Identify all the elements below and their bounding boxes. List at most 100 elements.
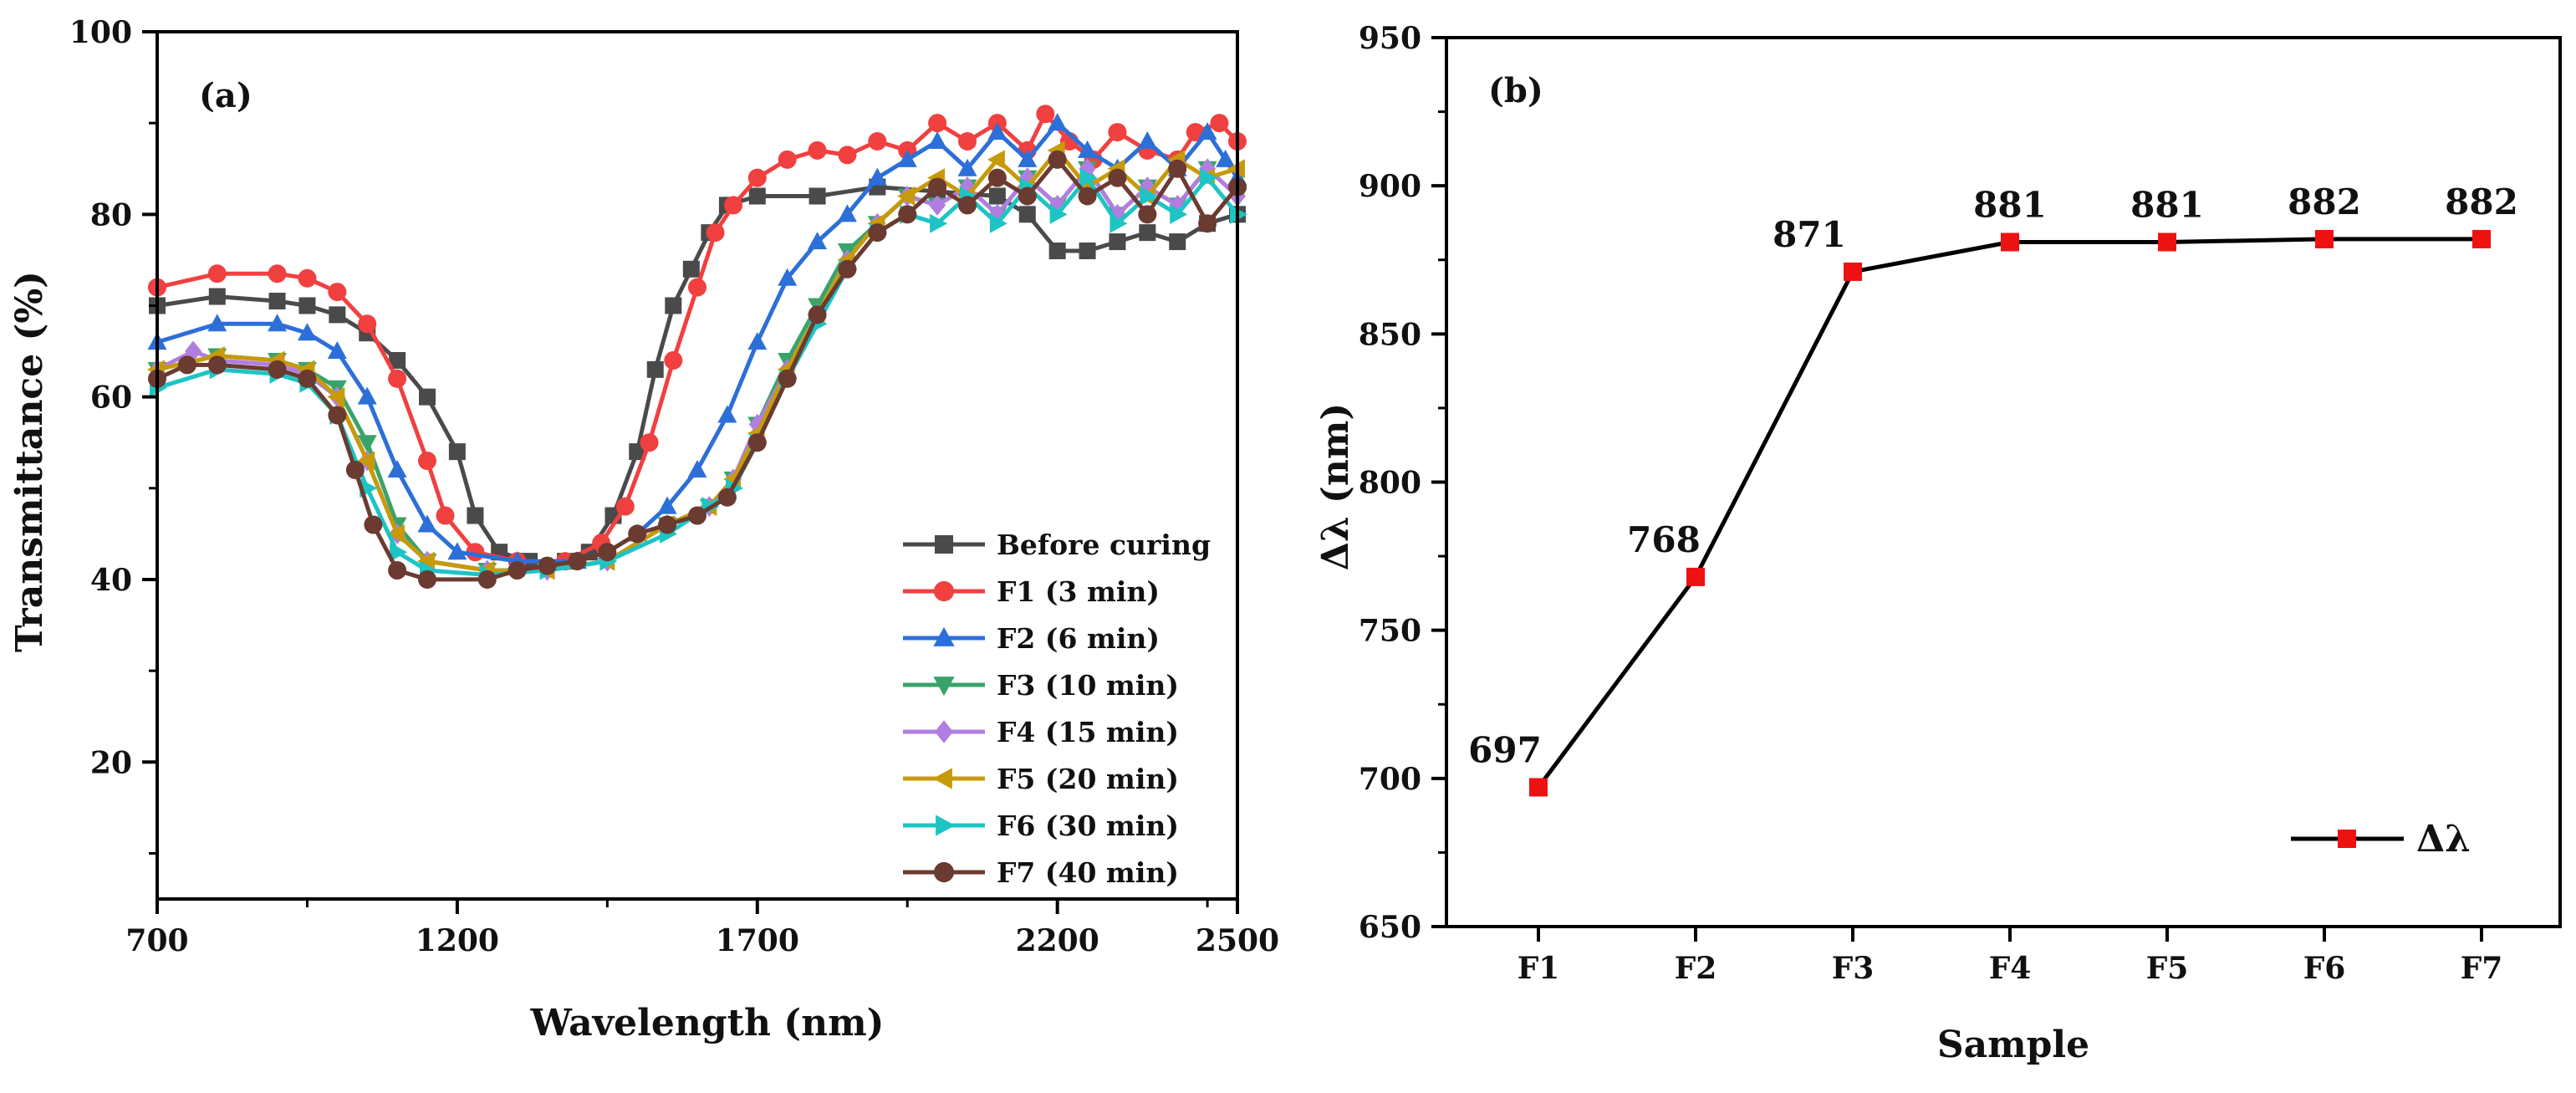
panel-b-delta-lambda-chart: 697 768 871 881 881 882 882 F1 F2 F3 F4 F5 F6 F7 650 7…	[1314, 21, 2562, 1066]
data-point	[837, 204, 857, 222]
panel-a-label: (a)	[199, 76, 252, 115]
data-point	[1048, 150, 1067, 169]
data-point	[665, 297, 682, 314]
legend-label: F5 (20 min)	[997, 763, 1179, 795]
data-point	[1109, 233, 1126, 251]
data-point	[929, 194, 946, 216]
data-point	[387, 459, 407, 478]
panel-a-series-area	[147, 105, 1247, 589]
data-point	[1844, 262, 1862, 281]
data-point	[388, 561, 407, 580]
x-tick-label: F7	[2461, 951, 2503, 986]
panel-b-y-axis-label: Δλ (nm)	[1314, 403, 1357, 571]
legend-entry: F5 (20 min)	[903, 763, 1179, 795]
data-point	[2158, 232, 2176, 252]
data-point	[207, 314, 227, 332]
data-point	[1139, 224, 1156, 242]
data-point	[417, 551, 435, 571]
data-point	[357, 435, 377, 453]
legend-label: Before curing	[997, 529, 1211, 561]
legend-label: F4 (15 min)	[997, 716, 1179, 748]
data-point	[898, 205, 917, 224]
panel-a-transmittance-chart: 700 1200 1700 2200 2500 20 40 60 80 100 (a) Wavel…	[8, 15, 1279, 1044]
data-point	[390, 542, 408, 562]
series-line	[156, 185, 1238, 564]
data-point	[298, 297, 316, 314]
panel-a-legend: Before curing F1 (3 min) F2 (6 min) F3 (10 …	[903, 529, 1211, 889]
legend-entry: F7 (40 min)	[903, 856, 1179, 889]
data-point	[628, 524, 647, 544]
y-tick-label: 20	[90, 745, 132, 780]
legend-label: F1 (3 min)	[997, 575, 1160, 608]
data-point	[1216, 149, 1236, 167]
data-point	[928, 177, 947, 197]
data-point	[1198, 214, 1217, 233]
data-point	[357, 451, 375, 471]
data-point	[568, 552, 587, 571]
legend-marker	[935, 720, 953, 743]
data-point	[958, 196, 977, 215]
data-point	[1109, 213, 1128, 233]
data-point	[957, 158, 977, 176]
legend-label: F7 (40 min)	[997, 856, 1179, 889]
data-label: 881	[2130, 184, 2204, 225]
legend-label: F6 (30 min)	[997, 810, 1179, 842]
data-point	[357, 386, 377, 405]
data-point	[1170, 204, 1188, 224]
data-point	[868, 223, 887, 243]
data-point	[1529, 778, 1548, 797]
series-line	[1536, 237, 2482, 789]
data-point	[706, 223, 725, 243]
series-1	[149, 178, 1246, 570]
data-point	[436, 506, 455, 525]
panel-b-x-axis-label: Sample	[1937, 1024, 2089, 1066]
data-point	[989, 213, 1007, 233]
data-point	[447, 542, 467, 560]
x-tick-label: F1	[1518, 951, 1560, 986]
data-point	[208, 288, 226, 305]
data-point	[1686, 567, 1705, 586]
data-point	[1048, 242, 1066, 259]
data-point	[838, 146, 857, 165]
data-point	[268, 314, 288, 332]
data-point	[658, 515, 677, 534]
data-point	[207, 355, 227, 375]
data-point	[1108, 123, 1127, 142]
legend-marker	[933, 861, 955, 883]
data-point	[867, 167, 887, 186]
legend-label: F2 (6 min)	[997, 622, 1160, 655]
panel-b-axes-frame	[1445, 36, 2562, 928]
data-point	[1018, 186, 1037, 206]
data-point	[1079, 242, 1096, 259]
data-point	[717, 405, 737, 423]
data-point	[1137, 130, 1157, 149]
x-tick-label: F2	[1675, 951, 1717, 986]
data-point	[646, 360, 664, 378]
data-point	[1197, 122, 1217, 140]
y-tick-label: 80	[90, 197, 132, 232]
data-point	[1079, 168, 1098, 188]
data-label: 881	[1973, 184, 2047, 225]
data-label: 871	[1773, 214, 1846, 255]
legend-entry: F4 (15 min)	[903, 716, 1179, 748]
y-tick-label: 950	[1359, 21, 1421, 56]
data-point	[268, 264, 287, 283]
y-tick-label: 100	[69, 15, 132, 50]
x-tick-label: 2500	[1196, 923, 1279, 958]
legend-entry: F3 (10 min)	[903, 669, 1179, 702]
legend-marker	[933, 677, 955, 697]
data-point	[477, 569, 497, 589]
data-label: 882	[2445, 181, 2518, 222]
data-point	[808, 140, 827, 160]
data-point	[418, 569, 436, 589]
data-point	[1036, 105, 1055, 124]
data-point	[329, 306, 346, 324]
data-point	[298, 268, 317, 288]
data-point	[364, 515, 383, 534]
data-point	[809, 187, 826, 205]
data-point	[688, 278, 706, 297]
x-tick-label: 1200	[416, 923, 499, 958]
data-point	[387, 524, 406, 544]
data-point	[747, 168, 767, 187]
y-tick-label: 60	[90, 381, 132, 416]
